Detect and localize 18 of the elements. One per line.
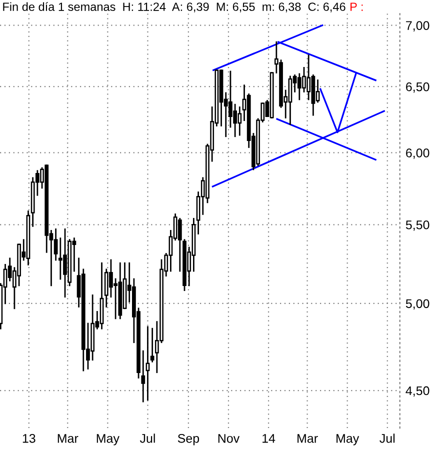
x-tick-label: May	[336, 434, 360, 446]
y-tick-label: 6,00	[406, 148, 430, 159]
x-tick-label: Jul	[380, 434, 395, 443]
x-tick-label: May	[96, 434, 120, 446]
y-tick-label: 5,50	[406, 220, 430, 231]
x-tick-label: Mar	[58, 434, 78, 443]
y-tick-label: 7,00	[406, 21, 430, 32]
x-tick-label: Jul	[140, 434, 155, 443]
chart-title: Fin de día 1 semanas H: 11:24 A: 6,39 M: 6,55 m: 6,38 C: 6,46	[3, 2, 346, 12]
x-tick-label: 14	[262, 434, 276, 443]
x-tick-label: 13	[22, 434, 36, 443]
y-tick-label: 6,50	[406, 82, 430, 93]
x-tick-label: Mar	[298, 434, 318, 443]
x-tick-label: Nov	[218, 434, 240, 443]
y-tick-label: 4,50	[406, 386, 430, 397]
chart-subtitle: P :	[350, 2, 363, 11]
x-tick-label: Sep	[178, 434, 200, 446]
y-tick-label: 5,00	[406, 299, 430, 310]
